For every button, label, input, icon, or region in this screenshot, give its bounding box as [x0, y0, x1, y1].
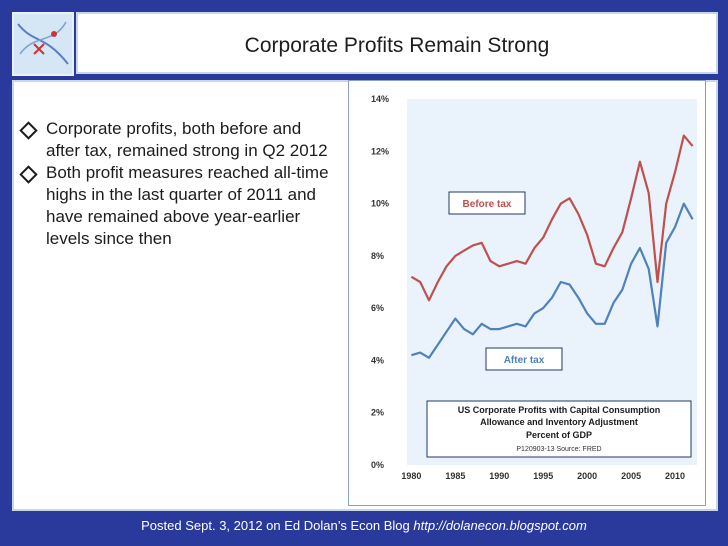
title-bar: Corporate Profits Remain Strong [76, 12, 718, 74]
bullet-text: Corporate profits, both before and after… [46, 119, 328, 160]
y-tick-label: 8% [371, 251, 384, 261]
logo [12, 12, 74, 76]
after-tax-label-box: After tax [485, 347, 563, 371]
diamond-bullet-icon [19, 165, 38, 184]
before-tax-label: Before tax [463, 199, 512, 210]
footer-url[interactable]: http://dolanecon.blogspot.com [413, 518, 587, 533]
diamond-bullet-icon [19, 121, 38, 140]
y-tick-label: 12% [371, 146, 389, 156]
chart-frame: 0% 2% 4% 6% 8% 10% 12% 14% 1980 1985 1990 1995 2000… [348, 80, 706, 506]
footer: Posted Sept. 3, 2012 on Ed Dolan’s Econ … [0, 518, 728, 533]
x-tick-label: 1985 [445, 471, 465, 481]
bullet-text: Both profit measures reached all-time hi… [46, 163, 329, 248]
x-tick-label: 1995 [533, 471, 553, 481]
info-box-line3: Percent of GDP [526, 430, 592, 440]
before-tax-series-line [410, 134, 694, 302]
slide-title: Corporate Profits Remain Strong [244, 34, 550, 57]
info-box-line1: US Corporate Profits with Capital Consum… [458, 405, 661, 415]
chart-info-box: US Corporate Profits with Capital Consum… [426, 400, 692, 458]
y-tick-label: 0% [371, 460, 384, 470]
y-tick-label: 14% [371, 94, 389, 104]
info-box-source: P120903-13 Source: FRED [516, 446, 601, 453]
y-tick-label: 4% [371, 355, 384, 365]
x-tick-label: 2000 [577, 471, 597, 481]
footer-text: Posted Sept. 3, 2012 on Ed Dolan’s Econ … [141, 518, 410, 533]
after-tax-label: After tax [504, 355, 545, 366]
y-tick-label: 6% [371, 303, 384, 313]
y-tick-label: 2% [371, 408, 384, 418]
x-tick-label: 1990 [489, 471, 509, 481]
profits-chart: 0% 2% 4% 6% 8% 10% 12% 14% 1980 1985 1990 1995 2000… [349, 81, 705, 505]
y-tick-label: 10% [371, 199, 389, 209]
x-tick-label: 2005 [621, 471, 641, 481]
before-tax-label-box: Before tax [448, 191, 526, 215]
bullet-item: Both profit measures reached all-time hi… [19, 162, 332, 250]
x-tick-label: 1980 [401, 471, 421, 481]
bullet-list: Corporate profits, both before and after… [19, 118, 332, 250]
bullet-item: Corporate profits, both before and after… [19, 118, 332, 162]
logo-graphic [14, 14, 72, 74]
info-box-line2: Allowance and Inventory Adjustment [480, 417, 638, 427]
after-tax-series-line [411, 202, 694, 359]
x-tick-label: 2010 [665, 471, 685, 481]
